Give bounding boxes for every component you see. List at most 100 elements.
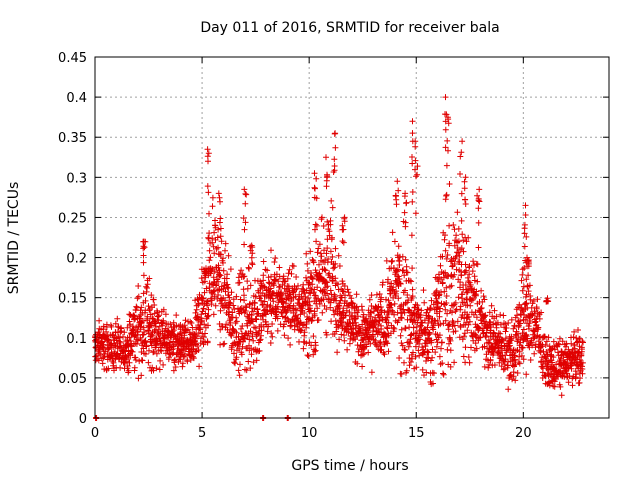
data-point (378, 326, 385, 332)
data-point (204, 338, 211, 345)
data-point (399, 342, 406, 349)
data-point (205, 158, 211, 165)
data-point (305, 295, 312, 302)
data-point (412, 138, 419, 145)
data-point (324, 245, 331, 252)
data-point (279, 282, 286, 288)
data-point (360, 311, 367, 318)
data-point (118, 328, 125, 335)
data-point (396, 276, 403, 282)
data-point (148, 292, 155, 299)
data-point (417, 312, 424, 318)
data-point (346, 309, 353, 316)
data-point (312, 226, 318, 233)
data-point (316, 241, 323, 248)
data-point (524, 263, 531, 270)
data-point (253, 357, 260, 364)
data-point (402, 325, 409, 332)
data-point (524, 257, 531, 264)
data-point (167, 339, 173, 346)
data-point (428, 337, 435, 344)
data-point (359, 363, 366, 370)
data-point (124, 363, 131, 369)
data-point (508, 316, 515, 323)
data-point (378, 346, 385, 353)
data-point (519, 287, 526, 294)
data-point (203, 285, 210, 292)
data-point (150, 296, 157, 303)
data-point (440, 371, 447, 378)
data-point (482, 334, 489, 340)
data-point (499, 337, 506, 344)
data-point (532, 318, 539, 325)
data-point (136, 358, 143, 365)
data-point (445, 147, 451, 154)
data-point (269, 295, 276, 302)
data-point (245, 358, 252, 365)
data-point (205, 189, 212, 196)
data-point (225, 292, 232, 298)
data-point (568, 340, 575, 347)
data-point (534, 296, 541, 303)
data-point (220, 267, 227, 274)
data-point (235, 367, 242, 374)
data-point (485, 364, 492, 371)
data-point (401, 346, 408, 353)
data-point (521, 221, 528, 228)
data-point (466, 318, 473, 325)
data-point (239, 323, 246, 329)
data-point (508, 335, 515, 342)
data-point (409, 286, 416, 293)
data-point (385, 348, 392, 355)
data-point (140, 252, 147, 259)
data-point (421, 317, 428, 324)
data-point (531, 350, 538, 357)
data-point (319, 309, 326, 316)
data-point (217, 326, 224, 333)
data-point (287, 341, 294, 348)
data-point (353, 291, 360, 298)
data-point (250, 308, 256, 315)
data-point (409, 154, 415, 160)
data-point (211, 229, 218, 236)
data-point (201, 289, 208, 296)
data-point (215, 292, 222, 298)
data-point (247, 300, 253, 307)
data-point (579, 338, 586, 345)
data-point (304, 260, 311, 267)
data-point (204, 298, 211, 305)
data-point (336, 336, 343, 343)
data-point (103, 321, 110, 328)
data-point (233, 314, 240, 321)
data-point (471, 262, 477, 269)
data-point (160, 317, 167, 324)
data-point (372, 337, 379, 344)
data-point (416, 352, 423, 359)
data-point (399, 267, 406, 274)
data-point (559, 338, 566, 345)
data-point (327, 287, 334, 294)
y-tick-label: 0.35 (58, 131, 87, 146)
data-point (409, 160, 416, 167)
data-point (309, 317, 315, 324)
data-point (442, 306, 449, 313)
data-point (510, 325, 517, 332)
data-point (236, 372, 243, 379)
data-point (561, 373, 568, 380)
data-point (383, 324, 390, 331)
data-point (146, 347, 152, 354)
data-point (331, 264, 338, 271)
data-point (272, 255, 279, 262)
data-point (397, 332, 404, 339)
data-point (209, 203, 216, 210)
data-point (477, 305, 484, 312)
data-point (271, 277, 278, 284)
data-point (376, 339, 383, 346)
data-point (394, 252, 401, 259)
data-point (290, 263, 297, 270)
data-point (569, 382, 576, 389)
data-point (426, 314, 433, 321)
data-point (195, 347, 202, 353)
data-point (463, 289, 470, 296)
data-point (100, 323, 107, 330)
